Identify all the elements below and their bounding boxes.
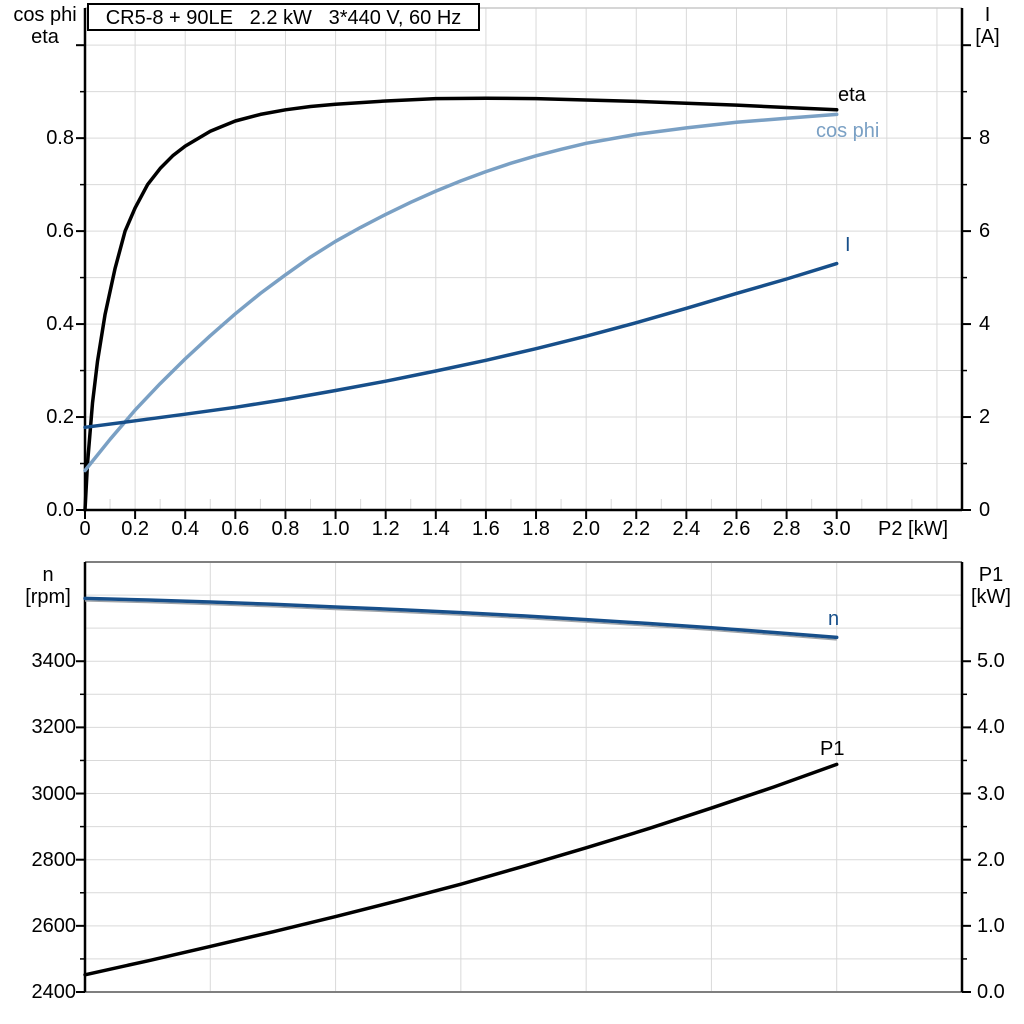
- curve-label-eta: eta: [838, 84, 866, 106]
- bottom-right-axis-label-line2: [kW]: [971, 586, 1011, 608]
- tick-label: 5.0: [977, 650, 1005, 673]
- tick-label: 1.6: [472, 518, 500, 540]
- tick-label: 6: [979, 220, 991, 243]
- top-right-axis-label-line1: I: [984, 4, 991, 26]
- tick-label: 0: [979, 499, 991, 521]
- top-left-axis-label-line1: cos phi: [13, 4, 77, 26]
- x-axis-label: P2 [kW]: [878, 518, 949, 540]
- tick-label: 4.0: [977, 716, 1005, 739]
- tick-label: 2.0: [572, 518, 601, 540]
- tick-label: 3.0: [977, 782, 1005, 805]
- tick-label: 1.8: [522, 518, 550, 540]
- top-right-axis-label-line2: [A]: [975, 26, 1000, 48]
- chart-title-box: CR5-8 + 90LE 2.2 kW 3*440 V, 60 Hz: [87, 3, 480, 31]
- tick-label: 0.8: [46, 127, 74, 150]
- tick-label: 2.6: [722, 518, 751, 540]
- bottom-right-axis-label-line1: P1: [978, 564, 1004, 586]
- tick-label: 0.0: [977, 981, 1005, 1003]
- tick-label: 2600: [31, 914, 77, 937]
- tick-label: 1.0: [321, 518, 350, 540]
- chart-title: CR5-8 + 90LE 2.2 kW 3*440 V, 60 Hz: [105, 7, 462, 29]
- tick-label: 0: [79, 518, 91, 540]
- tick-label: 4: [979, 313, 991, 336]
- tick-label: 3200: [31, 716, 77, 739]
- tick-label: 0.6: [46, 220, 74, 243]
- tick-label: 1.0: [977, 914, 1005, 937]
- tick-label: 2.2: [622, 518, 651, 540]
- curve-label-cos-phi: cos phi: [816, 120, 880, 142]
- tick-label: 3400: [31, 650, 77, 673]
- tick-label: 2.0: [977, 848, 1005, 871]
- bottom-left-axis-label-line1: n: [42, 564, 54, 586]
- tick-label: 0.2: [46, 406, 74, 429]
- curve-label-speed: n: [828, 608, 840, 630]
- tick-label: 0.2: [121, 518, 150, 540]
- tick-label: 1.4: [421, 518, 450, 540]
- tick-label: 2: [979, 406, 991, 429]
- tick-label: 0.6: [221, 518, 250, 540]
- tick-label: 2800: [31, 848, 77, 871]
- top-left-axis-label-line2: eta: [31, 26, 59, 48]
- tick-label: 2.4: [672, 518, 701, 540]
- tick-label: 3000: [31, 782, 77, 805]
- bottom-left-axis-label-line2: [rpm]: [25, 586, 71, 608]
- tick-label: 8: [979, 127, 991, 150]
- curve-label-p1: P1: [820, 738, 845, 760]
- tick-label: 1.2: [371, 518, 400, 540]
- tick-label: 0.4: [171, 518, 200, 540]
- tick-label: 0.0: [46, 499, 74, 521]
- tick-label: 2.8: [772, 518, 801, 540]
- curve-label-current: I: [845, 234, 851, 256]
- tick-label: 3.0: [822, 518, 851, 540]
- tick-label: 0.8: [271, 518, 300, 540]
- tick-label: 2400: [31, 981, 77, 1003]
- tick-label: 0.4: [46, 313, 74, 336]
